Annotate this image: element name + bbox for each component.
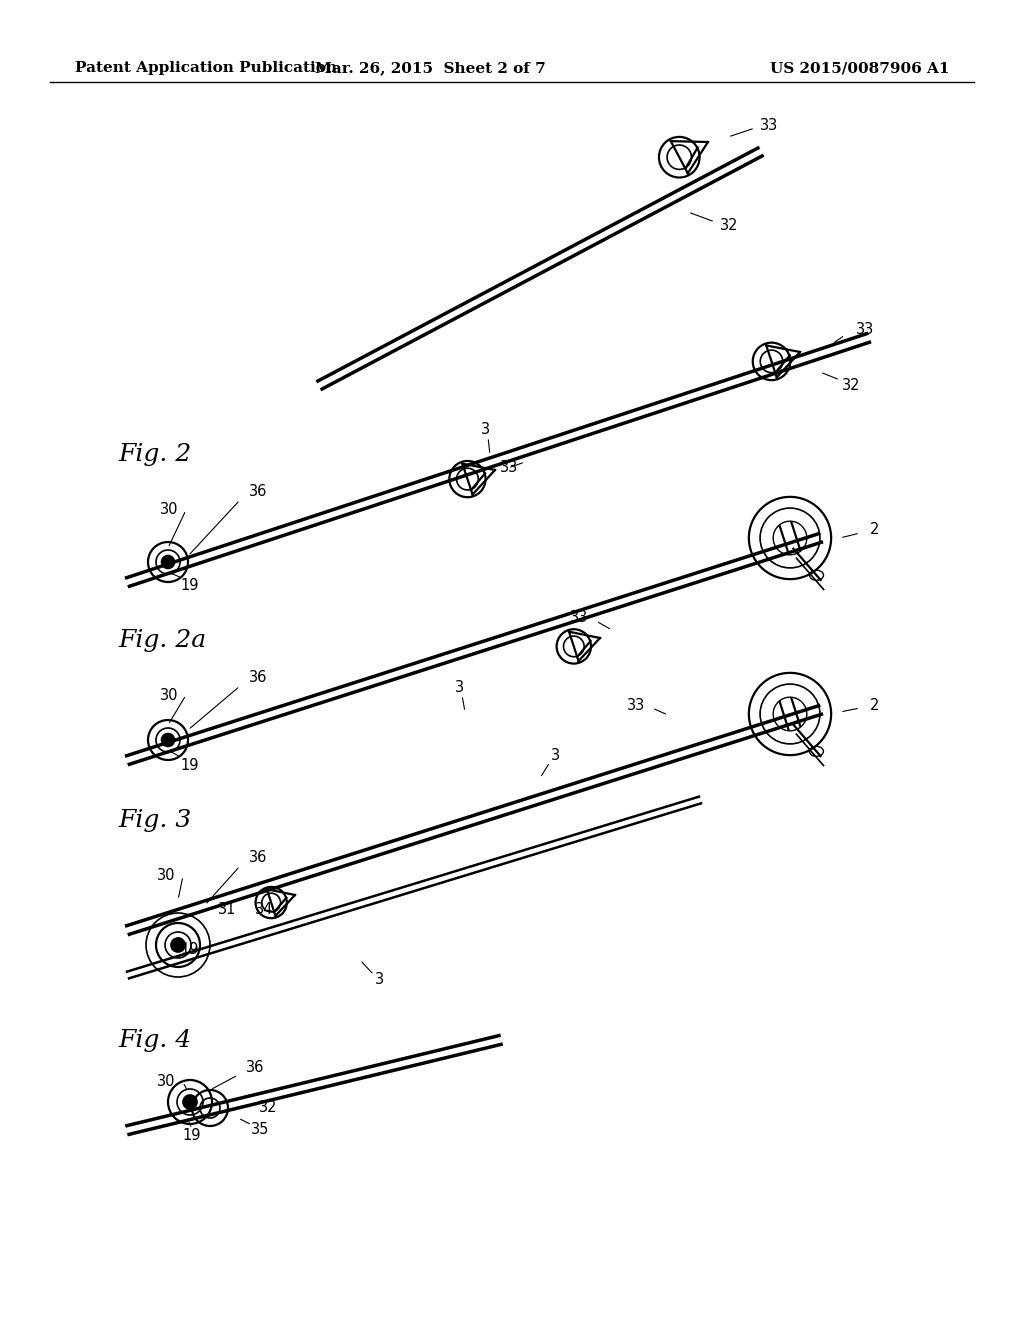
Text: Fig. 2a: Fig. 2a	[118, 628, 206, 652]
Text: 33: 33	[760, 117, 778, 132]
Text: 19: 19	[181, 942, 200, 957]
Text: 19: 19	[182, 1127, 202, 1143]
Text: 3: 3	[480, 422, 489, 437]
Text: 33: 33	[500, 461, 518, 475]
Text: 31: 31	[218, 903, 237, 917]
Text: Mar. 26, 2015  Sheet 2 of 7: Mar. 26, 2015 Sheet 2 of 7	[314, 61, 546, 75]
Text: 30: 30	[160, 688, 178, 702]
Text: US 2015/0087906 A1: US 2015/0087906 A1	[770, 61, 950, 75]
Text: 36: 36	[249, 671, 267, 685]
Circle shape	[183, 1094, 198, 1109]
Text: 36: 36	[249, 484, 267, 499]
Text: 36: 36	[249, 850, 267, 866]
Text: 32: 32	[259, 1101, 278, 1115]
Text: 30: 30	[160, 503, 178, 517]
Text: 34: 34	[255, 903, 273, 917]
Text: 3: 3	[376, 973, 385, 987]
Text: 3: 3	[456, 681, 465, 696]
Text: 19: 19	[181, 578, 200, 593]
Text: 36: 36	[246, 1060, 264, 1076]
Circle shape	[171, 937, 185, 952]
Text: 33: 33	[569, 610, 588, 626]
Text: 2: 2	[870, 523, 880, 537]
Text: 19: 19	[181, 758, 200, 772]
Text: 32: 32	[720, 218, 738, 232]
Text: 35: 35	[251, 1122, 269, 1138]
Text: Fig. 2: Fig. 2	[118, 444, 191, 466]
Circle shape	[162, 556, 175, 569]
Text: 33: 33	[627, 697, 645, 713]
Text: Fig. 3: Fig. 3	[118, 808, 191, 832]
Text: 32: 32	[842, 378, 860, 392]
Text: Fig. 4: Fig. 4	[118, 1028, 191, 1052]
Text: Patent Application Publication: Patent Application Publication	[75, 61, 337, 75]
Circle shape	[162, 734, 175, 747]
Text: 30: 30	[157, 1074, 175, 1089]
Text: 33: 33	[856, 322, 874, 338]
Text: 3: 3	[552, 748, 560, 763]
Text: 30: 30	[157, 869, 175, 883]
Text: 2: 2	[870, 698, 880, 714]
